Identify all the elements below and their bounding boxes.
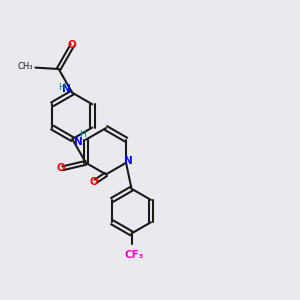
- Text: CF₃: CF₃: [124, 250, 144, 260]
- Text: N: N: [74, 137, 82, 147]
- Text: H: H: [79, 130, 86, 139]
- Text: CH₃: CH₃: [17, 62, 33, 71]
- Text: H: H: [58, 83, 65, 92]
- Text: N: N: [124, 157, 133, 166]
- Text: N: N: [62, 84, 70, 94]
- Text: O: O: [90, 177, 99, 187]
- Text: O: O: [57, 163, 66, 173]
- Text: O: O: [68, 40, 76, 50]
